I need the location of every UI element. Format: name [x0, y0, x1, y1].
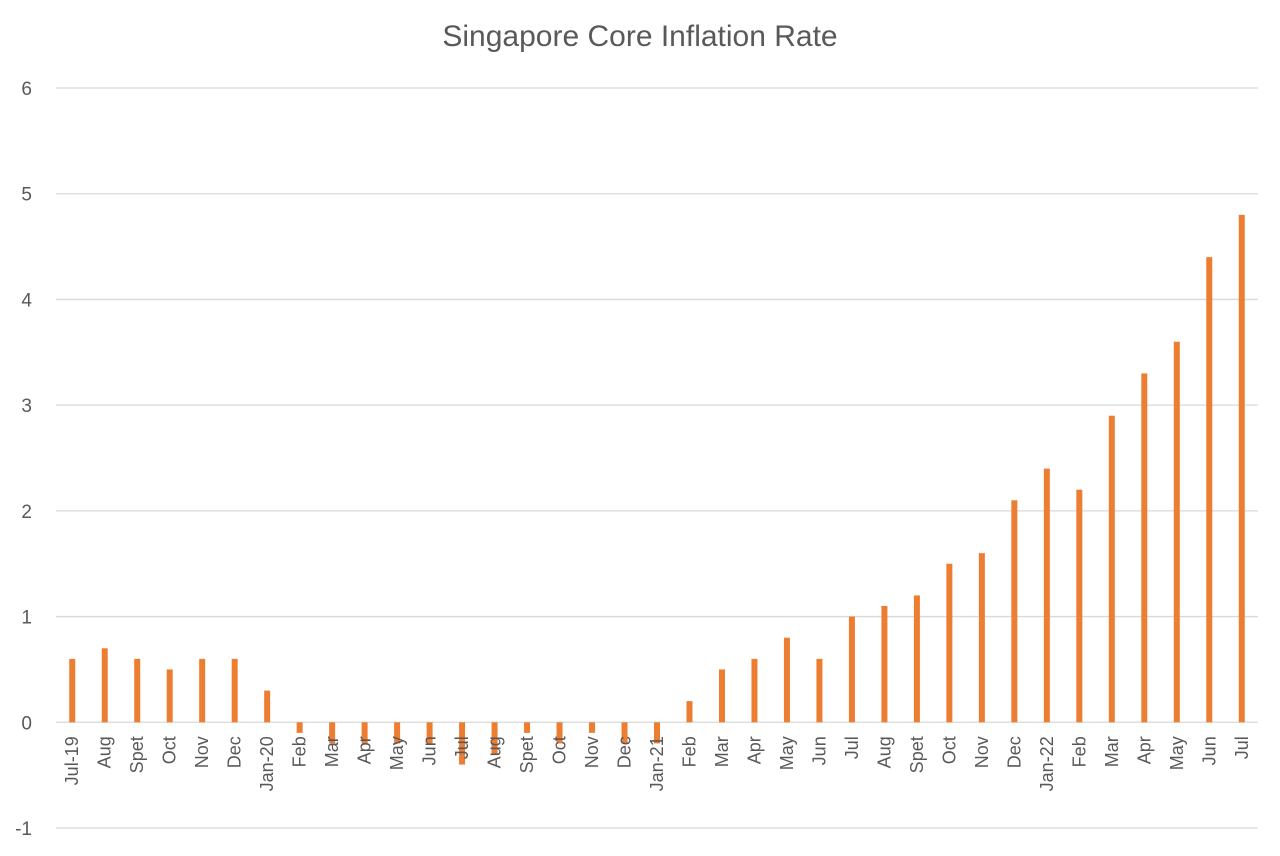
- x-tick-label: Dec: [1004, 736, 1024, 768]
- x-tick-label: May: [1167, 736, 1187, 770]
- bar: [946, 563, 953, 723]
- bar: [589, 722, 596, 733]
- y-tick-label: 2: [21, 502, 32, 523]
- x-tick-label: Oct: [160, 736, 180, 764]
- bar: [361, 722, 368, 744]
- bar: [881, 606, 888, 723]
- x-axis-ticks: Jul-19 Aug Spet Oct Nov Dec Jan-20 Feb Mar Apr May…: [62, 736, 1252, 791]
- x-tick-label: Dec: [225, 736, 245, 768]
- bar: [1108, 415, 1115, 723]
- bar: [751, 658, 758, 723]
- bar: [134, 658, 141, 723]
- bar: [621, 722, 628, 744]
- bar: [524, 722, 531, 733]
- bar: [1043, 468, 1050, 723]
- bar: [1238, 214, 1245, 723]
- x-tick-label: Spet: [127, 736, 147, 773]
- x-tick-label: Spet: [517, 736, 537, 773]
- x-tick-label: Mar: [712, 736, 732, 767]
- x-tick-label: Jan-21: [647, 736, 667, 791]
- y-tick-label: 6: [21, 79, 32, 100]
- x-tick-label: Aug: [95, 736, 115, 768]
- x-tick-label: Nov: [582, 736, 602, 768]
- x-tick-label: Feb: [1069, 736, 1089, 767]
- bar: [913, 595, 920, 723]
- x-tick-label: Jan-20: [257, 736, 277, 791]
- x-tick-label: Aug: [874, 736, 894, 768]
- bar: [394, 722, 401, 744]
- bar: [816, 658, 823, 723]
- bar: [848, 616, 855, 723]
- x-tick-label: Oct: [550, 736, 570, 764]
- bar: [296, 722, 303, 733]
- x-tick-label: Spet: [907, 736, 927, 773]
- x-tick-label: May: [777, 736, 797, 770]
- y-tick-label: 5: [21, 185, 32, 206]
- x-tick-label: Jul: [842, 736, 862, 759]
- x-tick-label: Jun: [809, 736, 829, 765]
- x-tick-label: Dec: [615, 736, 635, 768]
- bar: [1206, 257, 1213, 723]
- bar: [1076, 489, 1083, 723]
- bar: [686, 701, 693, 723]
- x-tick-label: Nov: [972, 736, 992, 768]
- x-tick-label: Apr: [744, 736, 764, 764]
- bar: [783, 637, 790, 723]
- bar: [199, 658, 206, 723]
- x-tick-label: Oct: [939, 736, 959, 764]
- bar: [426, 722, 433, 744]
- x-tick-label: May: [387, 736, 407, 770]
- y-tick-label: 1: [21, 608, 32, 629]
- bar: [556, 722, 563, 744]
- x-tick-label: Feb: [679, 736, 699, 767]
- x-tick-label: Apr: [1134, 736, 1154, 764]
- x-tick-label: Feb: [290, 736, 310, 767]
- y-tick-label: -1: [15, 819, 32, 840]
- bar: [1011, 500, 1018, 723]
- x-tick-label: Jul: [452, 736, 472, 759]
- y-axis-ticks: -1 0 1 2 3 4 5 6: [15, 79, 32, 840]
- bar: [264, 690, 271, 723]
- x-tick-label: Jun: [420, 736, 440, 765]
- x-tick-label: Mar: [1102, 736, 1122, 767]
- bar: [69, 658, 76, 723]
- bar: [491, 722, 498, 754]
- bar: [978, 553, 985, 723]
- bar: [718, 669, 725, 723]
- bar: [459, 722, 466, 765]
- x-tick-label: Jul: [1232, 736, 1252, 759]
- x-tick-label: Nov: [192, 736, 212, 768]
- x-tick-label: Aug: [485, 736, 505, 768]
- x-tick-label: Jun: [1199, 736, 1219, 765]
- x-tick-label: Mar: [322, 736, 342, 767]
- x-tick-label: Jul-19: [62, 736, 82, 785]
- bar: [329, 722, 336, 744]
- bars: [69, 214, 1245, 765]
- bar: [1173, 341, 1180, 723]
- bar: [1141, 373, 1148, 723]
- bar: [166, 669, 173, 723]
- y-tick-label: 0: [21, 713, 32, 734]
- bar: [654, 722, 660, 744]
- x-tick-label: Jan-22: [1037, 736, 1057, 791]
- y-tick-label: 4: [21, 290, 32, 311]
- y-tick-label: 3: [21, 396, 32, 417]
- x-tick-label: Apr: [355, 736, 375, 764]
- chart-title: Singapore Core Inflation Rate: [442, 20, 838, 53]
- bar: [101, 648, 108, 723]
- bar: [231, 658, 238, 723]
